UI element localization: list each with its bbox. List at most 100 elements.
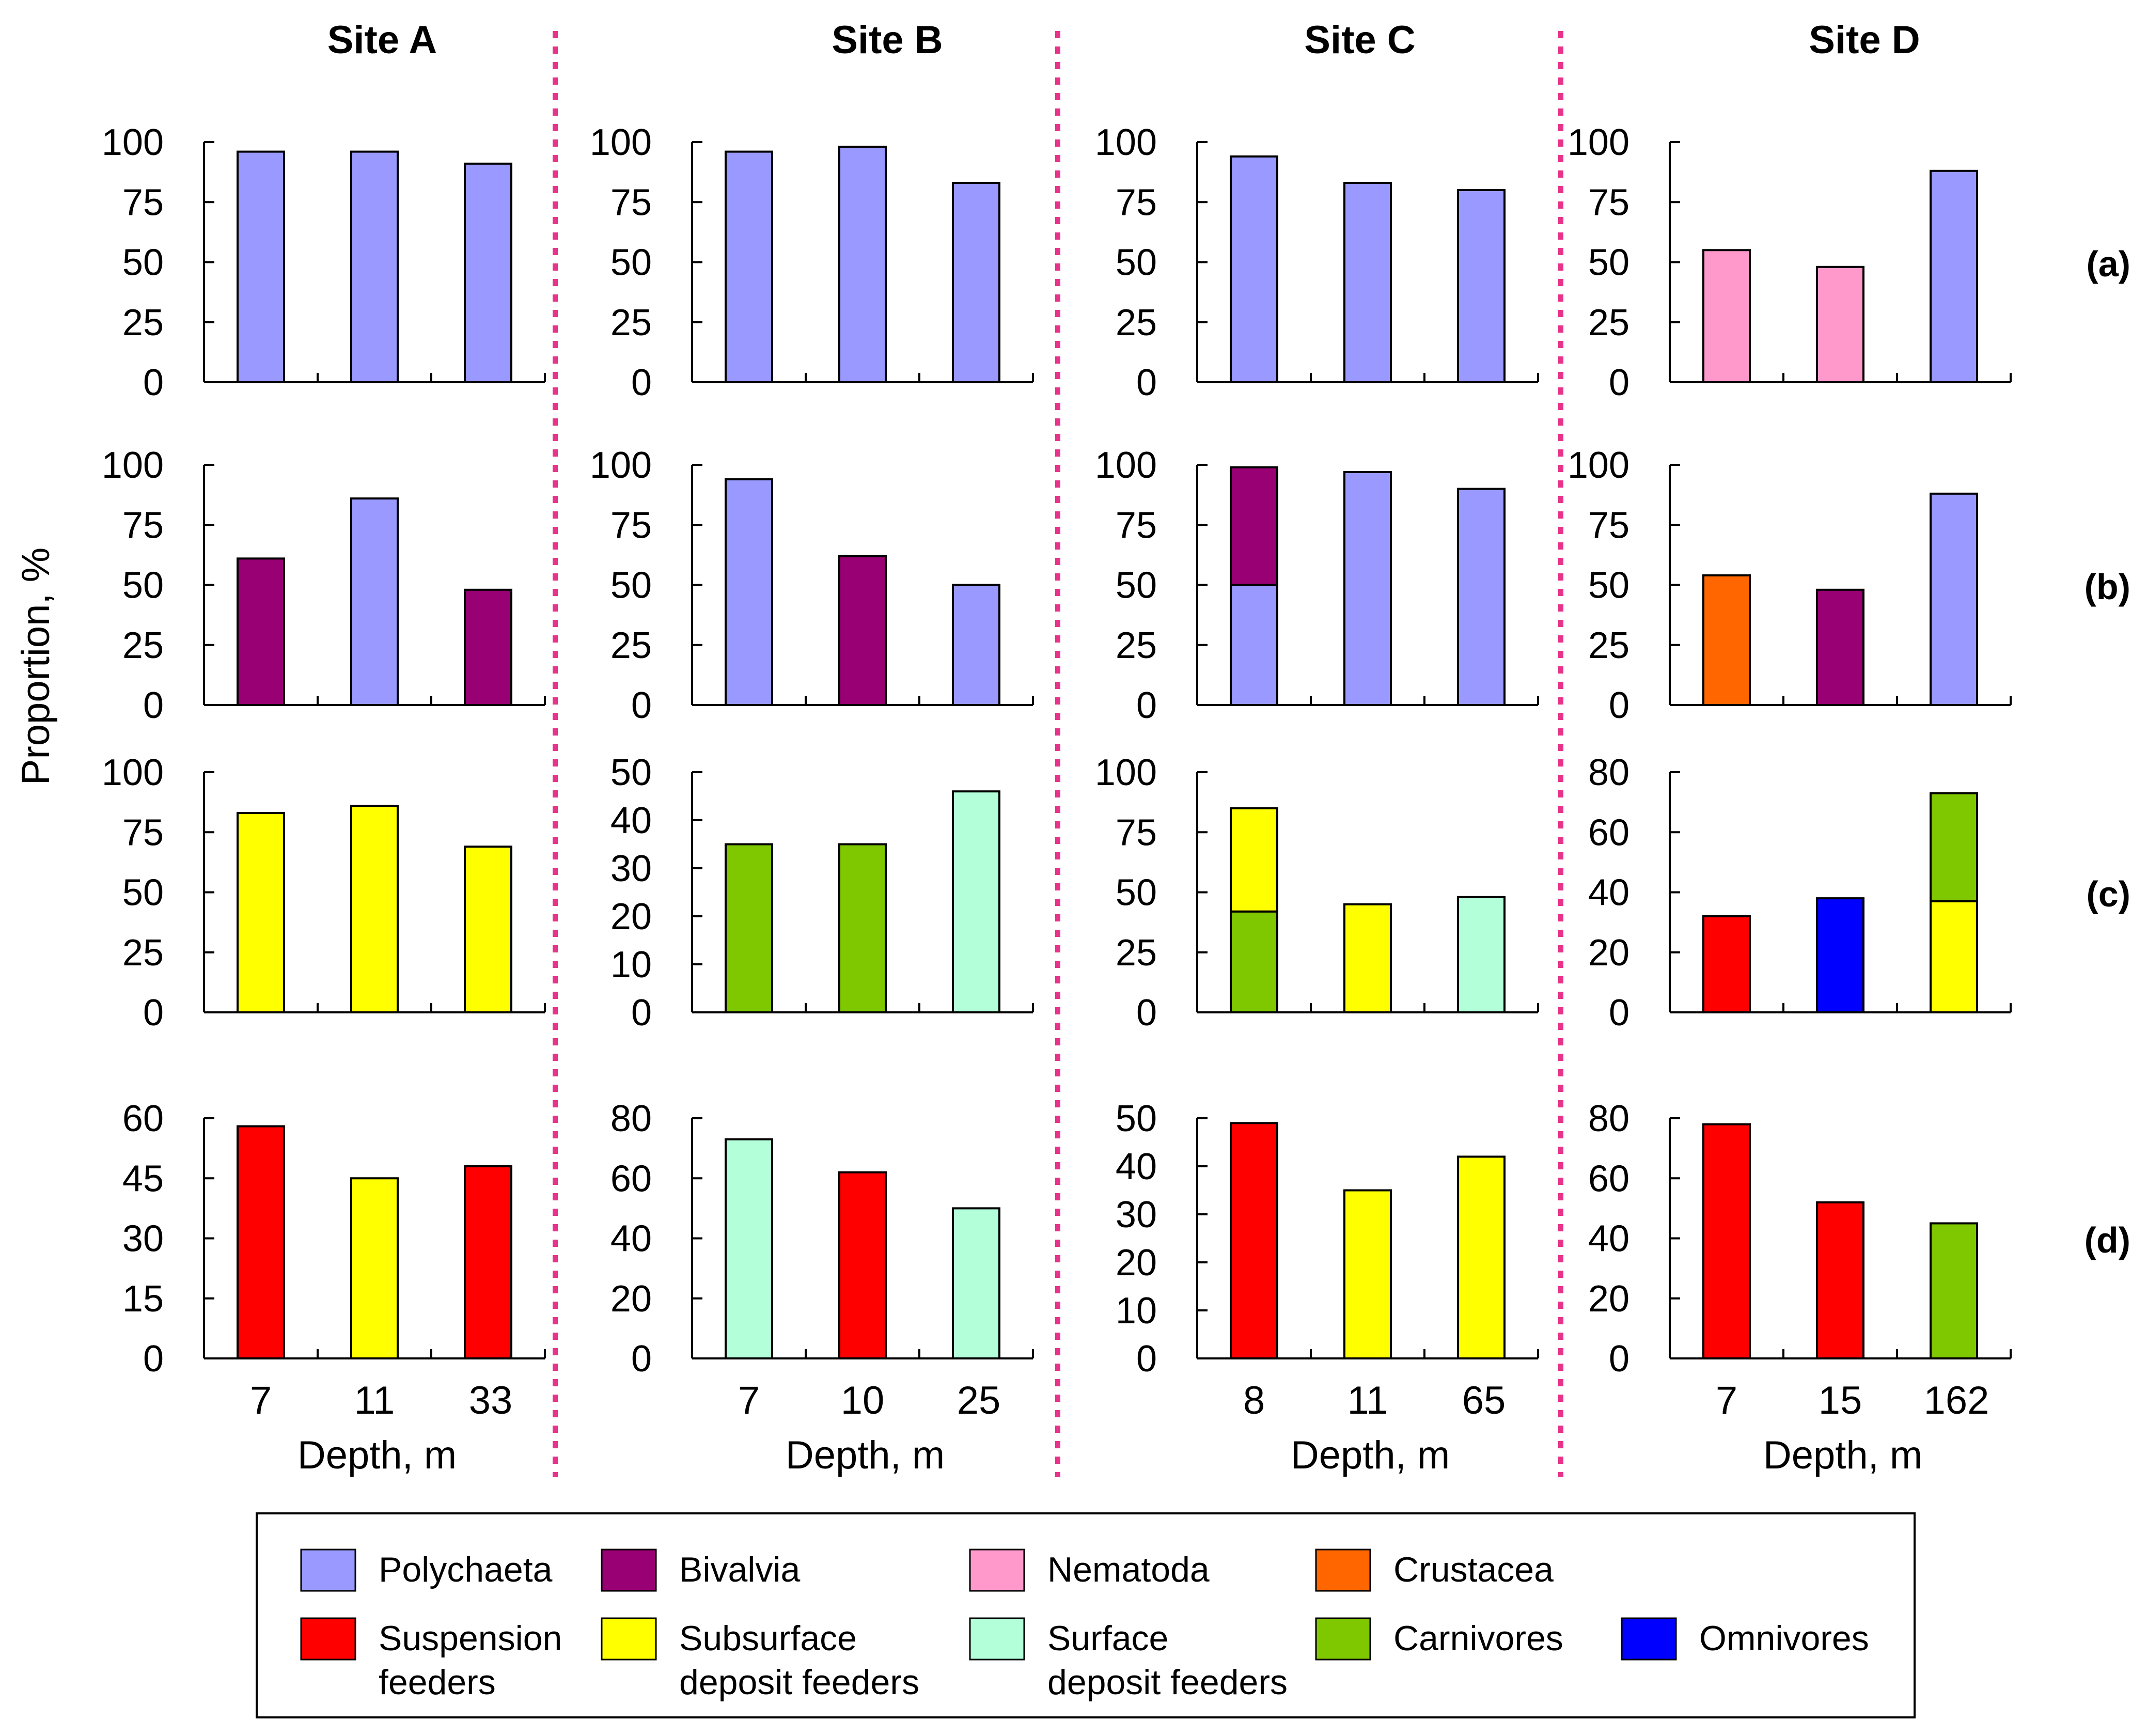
bar-polychaeta-r2-b2-s1 xyxy=(1343,471,1392,706)
bar-polychaeta-r1-b2-s1 xyxy=(350,150,399,383)
bar-polychaeta-r1-b1-s1 xyxy=(237,150,285,383)
bar-subsurface-r3-b3-s1 xyxy=(1930,900,1978,1013)
legend-label-bivalvia: Bivalvia xyxy=(679,1550,800,1589)
bar-bivalvia-r2-b1-s1 xyxy=(237,557,285,706)
y-tick-label: 40 xyxy=(1588,872,1629,914)
legend-label-omnivores: Omnivores xyxy=(1699,1619,1869,1658)
y-tick-label: 100 xyxy=(1568,445,1629,486)
y-tick-label: 0 xyxy=(1136,992,1157,1034)
y-tick-label: 100 xyxy=(590,445,652,486)
legend-label-carnivores: Carnivores xyxy=(1393,1619,1563,1658)
y-tick-label: 25 xyxy=(1116,625,1157,666)
legend-swatch-carnivores xyxy=(1315,1617,1371,1661)
y-tick-label: 50 xyxy=(1116,872,1157,914)
y-tick-label: 25 xyxy=(1116,302,1157,343)
y-tick-label: 0 xyxy=(143,992,164,1034)
legend-label-subsurface: deposit feeders xyxy=(679,1663,919,1702)
y-tick-label: 30 xyxy=(1116,1194,1157,1235)
row-label-3: (c) xyxy=(2086,874,2130,914)
y-tick-label: 0 xyxy=(1609,362,1629,403)
y-tick-label: 25 xyxy=(1588,302,1629,343)
legend-swatch-omnivores xyxy=(1621,1617,1677,1661)
y-tick-label: 25 xyxy=(610,625,652,666)
site-title-d: Site D xyxy=(1809,18,1920,62)
site-title-c: Site C xyxy=(1304,18,1415,62)
legend: Polychaeta Bivalvia Nematoda Crustacea Suspe… xyxy=(256,1512,1916,1718)
panel-site-a-row-4: 0 15 30 45 60 xyxy=(122,1098,546,1380)
y-tick-label: 20 xyxy=(1116,1242,1157,1284)
bar-polychaeta-r2-b3-s1 xyxy=(952,584,1000,706)
legend-swatch-polychaeta xyxy=(300,1549,356,1592)
y-tick-label: 20 xyxy=(610,1278,652,1320)
bar-suspension-r4-b1-s1 xyxy=(237,1125,285,1359)
y-tick-label: 80 xyxy=(610,1098,652,1139)
bar-carnivores-r3-b3-s2 xyxy=(1930,792,1978,902)
y-tick-label: 50 xyxy=(122,242,164,284)
y-tick-label: 60 xyxy=(610,1158,652,1199)
bar-surface-r3-b3-s1 xyxy=(1457,896,1506,1014)
y-tick-label: 100 xyxy=(1568,122,1629,163)
y-tick-label: 75 xyxy=(122,812,164,853)
legend-label-crustacea: Crustacea xyxy=(1393,1550,1554,1589)
y-tick-label: 100 xyxy=(102,445,164,486)
bar-carnivores-r4-b3-s1 xyxy=(1930,1222,1978,1359)
panel-site-d-row-2: 0 25 50 75 100 xyxy=(1568,445,2012,726)
legend-swatch-subsurface xyxy=(601,1617,657,1661)
y-tick-label: 100 xyxy=(1095,122,1157,163)
y-tick-label: 50 xyxy=(1116,242,1157,284)
legend-frame xyxy=(256,1512,1916,1718)
y-tick-label: 75 xyxy=(122,182,164,223)
depth-tick-label: 33 xyxy=(469,1379,513,1422)
y-tick-label: 50 xyxy=(1116,1098,1157,1139)
bar-polychaeta-r1-b2-s1 xyxy=(838,146,887,383)
bar-subsurface-r3-b1-s2 xyxy=(1230,807,1278,913)
y-tick-label: 0 xyxy=(1136,1338,1157,1380)
depth-tick-label: 10 xyxy=(841,1379,885,1422)
y-tick-label: 50 xyxy=(122,565,164,606)
bar-polychaeta-r1-b3-s1 xyxy=(464,162,512,383)
y-tick-label: 25 xyxy=(122,302,164,343)
bar-bivalvia-r2-b2-s1 xyxy=(838,555,887,706)
legend-label-nematoda: Nematoda xyxy=(1047,1550,1210,1589)
legend-swatch-suspension xyxy=(300,1617,356,1661)
y-tick-label: 0 xyxy=(1136,685,1157,726)
row-label-4: (d) xyxy=(2085,1220,2130,1260)
bar-suspension-r3-b1-s1 xyxy=(1702,915,1751,1013)
bar-subsurface-r3-b2-s1 xyxy=(350,805,399,1013)
y-tick-label: 40 xyxy=(610,1218,652,1260)
y-tick-label: 30 xyxy=(610,848,652,889)
depth-tick-label: 25 xyxy=(957,1379,1001,1422)
legend-label-suspension: feeders xyxy=(379,1663,496,1702)
y-tick-label: 0 xyxy=(631,362,652,403)
bar-suspension-r4-b1-s1 xyxy=(1702,1123,1751,1359)
bar-polychaeta-r1-b3-s1 xyxy=(952,182,1000,383)
row-label-1: (a) xyxy=(2086,244,2130,284)
y-tick-label: 40 xyxy=(1116,1146,1157,1187)
y-tick-label: 40 xyxy=(610,800,652,841)
bar-polychaeta-r2-b3-s1 xyxy=(1930,492,1978,706)
y-tick-label: 60 xyxy=(1588,1158,1629,1199)
bar-bivalvia-r2-b2-s1 xyxy=(1816,588,1864,707)
y-tick-label: 60 xyxy=(122,1098,164,1139)
y-tick-label: 60 xyxy=(1588,812,1629,853)
bar-nematoda-r1-b2-s1 xyxy=(1816,265,1864,383)
bar-carnivores-r3-b1-s1 xyxy=(725,843,773,1013)
y-axis-title: Proportion, % xyxy=(14,548,58,785)
y-tick-label: 0 xyxy=(143,1338,164,1380)
panel-site-d-row-4: 0 20 40 60 80 xyxy=(1588,1098,2012,1380)
y-tick-label: 100 xyxy=(102,122,164,163)
panel-site-d-row-1: 0 25 50 75 100 xyxy=(1568,122,2012,403)
legend-swatch-crustacea xyxy=(1315,1549,1371,1592)
bar-polychaeta-r2-b2-s1 xyxy=(350,497,399,706)
y-tick-label: 50 xyxy=(1116,565,1157,606)
panel-site-b-row-1: 0 25 50 75 100 xyxy=(590,122,1034,403)
y-tick-label: 20 xyxy=(1588,1278,1629,1320)
y-tick-label: 0 xyxy=(1136,362,1157,403)
depth-tick-label: 7 xyxy=(1716,1379,1737,1422)
bar-carnivores-r3-b1-s1 xyxy=(1230,910,1278,1013)
bar-polychaeta-r1-b1-s1 xyxy=(1230,155,1278,383)
depth-tick-label: 11 xyxy=(354,1379,395,1422)
y-tick-label: 50 xyxy=(610,565,652,606)
panel-site-a-row-2: 0 25 50 75 100 xyxy=(102,445,546,726)
